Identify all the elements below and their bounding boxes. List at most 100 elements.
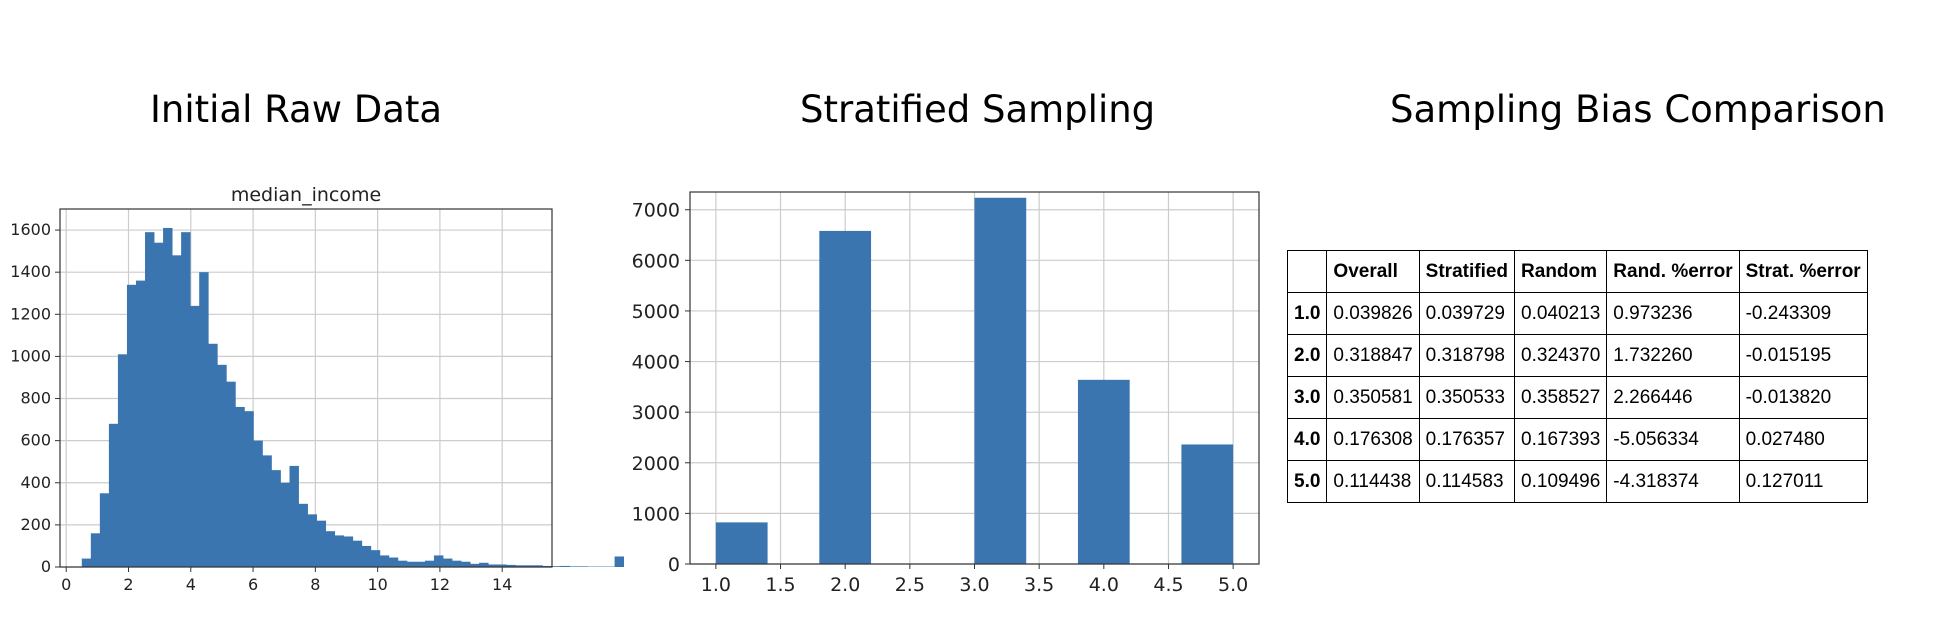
- column-header: Random: [1514, 250, 1608, 293]
- table-cell: 0.127011: [1738, 460, 1868, 503]
- column-header: [1286, 250, 1328, 293]
- y-tick-label: 5000: [632, 301, 680, 323]
- x-tick-label: 3.0: [959, 574, 989, 596]
- y-tick-label: 200: [20, 515, 51, 534]
- table-row: 2.0 0.318847 0.318798 0.324370 1.732260 -0.01…: [1286, 334, 1868, 377]
- histogram-bar: [126, 284, 137, 567]
- y-tick-label: 1400: [10, 262, 51, 281]
- histogram-bar: [90, 533, 101, 567]
- row-index-cell: 2.0: [1286, 334, 1328, 377]
- table-cell: 0.040213: [1514, 292, 1608, 335]
- x-tick-label: 8: [310, 575, 320, 594]
- table-cell: 0.039826: [1326, 292, 1420, 335]
- y-tick-label: 1000: [10, 346, 51, 365]
- histogram-bar: [388, 557, 399, 567]
- histogram-bar: [379, 555, 390, 567]
- column-header: Overall: [1326, 250, 1420, 293]
- x-tick-label: 10: [367, 575, 387, 594]
- x-tick-label: 4.5: [1153, 574, 1183, 596]
- table-cell: 0.039729: [1418, 292, 1516, 335]
- table-cell: 0.176308: [1326, 418, 1420, 461]
- x-tick-label: 4: [186, 575, 196, 594]
- column-header: Stratified: [1418, 250, 1516, 293]
- table-cell: -5.056334: [1606, 418, 1740, 461]
- histogram-bar: [334, 535, 345, 567]
- y-tick-label: 1200: [10, 304, 51, 323]
- x-tick-label: 2.5: [895, 574, 925, 596]
- histogram-bar: [515, 565, 525, 567]
- histogram-bar: [488, 564, 498, 567]
- histogram-bar: [461, 561, 471, 567]
- histogram-bar: [415, 561, 426, 567]
- stratified-bar: [715, 522, 768, 564]
- table-cell: 0.973236: [1606, 292, 1740, 335]
- histogram-bar: [614, 556, 625, 567]
- histogram-bar: [117, 354, 128, 567]
- column-header: Rand. %error: [1606, 250, 1740, 293]
- histogram-subtitle: median_income: [231, 184, 381, 206]
- histogram-bar: [443, 558, 453, 567]
- x-tick-label: 2: [123, 575, 133, 594]
- histogram-bar: [226, 381, 236, 567]
- histogram-bar: [307, 514, 317, 567]
- table-cell: 1.732260: [1606, 334, 1740, 377]
- histogram-bar: [569, 566, 579, 567]
- y-tick-label: 3000: [632, 402, 680, 424]
- histogram-bar: [81, 558, 92, 567]
- histogram-bar: [108, 423, 119, 567]
- histogram-bar: [208, 343, 218, 567]
- y-tick-label: 6000: [632, 250, 680, 272]
- x-tick-label: 4.0: [1089, 574, 1119, 596]
- table-cell: 0.318798: [1418, 334, 1516, 377]
- table-cell: 0.358527: [1514, 376, 1608, 419]
- y-tick-label: 1600: [10, 220, 51, 239]
- y-tick-label: 600: [20, 431, 51, 450]
- histogram-bar: [479, 562, 489, 567]
- histogram-bar: [370, 550, 381, 567]
- histogram-bar: [135, 280, 146, 567]
- x-tick-label: 1.5: [765, 574, 795, 596]
- histogram-bar: [271, 470, 281, 567]
- histogram-bar: [199, 272, 209, 567]
- histogram-bar: [190, 305, 200, 567]
- column-header: Strat. %error: [1738, 250, 1868, 293]
- table-header-row: Overall Stratified Random Rand. %error Strat…: [1286, 250, 1868, 293]
- histogram-bar: [325, 531, 336, 567]
- histogram-bar: [406, 561, 417, 567]
- table-cell: 0.114583: [1418, 460, 1516, 503]
- histogram-bar: [244, 411, 254, 567]
- histogram-bar: [262, 455, 272, 567]
- histogram-bar: [154, 242, 164, 567]
- table-cell: -0.013820: [1738, 376, 1868, 419]
- y-tick-label: 800: [20, 389, 51, 408]
- histogram-bar: [145, 232, 155, 567]
- histogram-bar: [352, 540, 363, 567]
- histogram-bar: [424, 560, 435, 567]
- stratified-bar: [1181, 444, 1234, 564]
- table-row: 4.0 0.176308 0.176357 0.167393 -5.056334 0.02…: [1286, 418, 1868, 461]
- x-tick-label: 12: [430, 575, 450, 594]
- histogram-bar: [506, 564, 516, 567]
- x-tick-label: 5.0: [1218, 574, 1248, 596]
- y-tick-label: 4000: [632, 352, 680, 374]
- stratified-bar: [1077, 379, 1130, 564]
- x-tick-label: 6: [248, 575, 258, 594]
- y-tick-label: 400: [20, 473, 51, 492]
- stratified-bar: [819, 230, 872, 564]
- histogram-plot-area: 0 2 4 6 8 10 12 14 0 200 400 600 800 1000 1200 1400 1600…: [10, 184, 625, 594]
- histogram-bar: [452, 560, 462, 567]
- y-tick-label: 2000: [632, 453, 680, 475]
- row-index-cell: 4.0: [1286, 418, 1328, 461]
- table-row: 3.0 0.350581 0.350533 0.358527 2.266446 -0.01…: [1286, 376, 1868, 419]
- histogram-bar: [235, 406, 245, 567]
- row-index-cell: 5.0: [1286, 460, 1328, 503]
- x-tick-label: 1.0: [701, 574, 731, 596]
- histogram-bar: [280, 482, 290, 567]
- y-tick-label: 7000: [632, 200, 680, 222]
- row-index-cell: 1.0: [1286, 292, 1328, 335]
- table-cell: 0.350533: [1418, 376, 1516, 419]
- histogram-bar: [316, 520, 327, 567]
- histogram-bar: [217, 364, 227, 567]
- histogram-bar: [172, 255, 182, 567]
- histogram-bar: [533, 565, 543, 567]
